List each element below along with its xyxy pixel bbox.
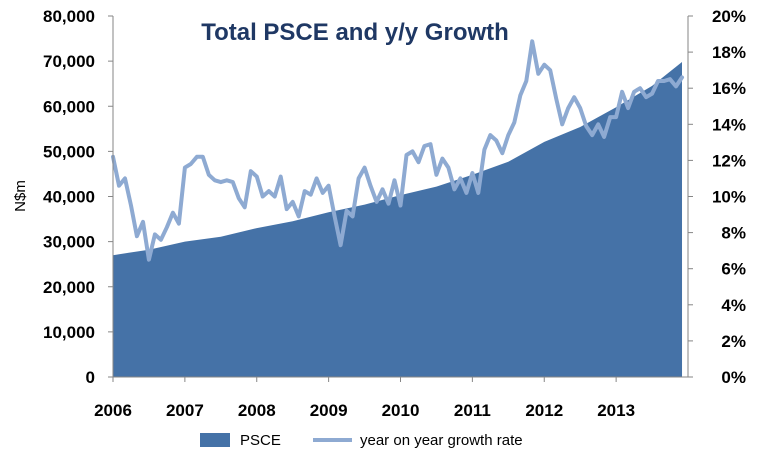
y2-tick-label: 18% [712,43,746,62]
x-tick-label: 2009 [310,401,348,420]
y-axis-label: N$m [12,180,29,212]
x-tick-label: 2011 [454,401,491,420]
y2-tick-label: 16% [712,79,746,98]
axes: 0 10,000 20,000 30,000 40,000 50,000 60,000 70,… [43,7,746,420]
y-tick-label: 20,000 [43,278,95,297]
y2-tick-label: 8% [721,224,746,243]
y2-tick-label: 12% [712,151,746,170]
y-tick-label: 40,000 [43,188,95,207]
x-tick-label: 2007 [166,401,204,420]
legend-swatch-psce [200,433,230,447]
y-tick-label: 70,000 [43,52,95,71]
y-tick-label: 10,000 [43,323,95,342]
series-psce-area [113,62,683,377]
legend-label-growth: year on year growth rate [360,432,523,449]
y-tick-label: 50,000 [43,142,95,161]
y2-tick-label: 0% [721,368,746,387]
x-tick-label: 2010 [382,401,420,420]
legend: PSCE year on year growth rate [200,432,523,449]
x-tick-label: 2012 [525,401,563,420]
y2-tick-label: 2% [721,332,746,351]
x-tick-label: 2013 [597,401,635,420]
plot-area [111,39,684,377]
chart-title: Total PSCE and y/y Growth [201,19,509,46]
series-growth-line [111,39,684,262]
x-tick-label: 2006 [94,401,132,420]
y2-tick-label: 10% [712,188,746,207]
x-tick-label: 2008 [238,401,276,420]
y2-tick-label: 6% [721,260,746,279]
legend-label-psce: PSCE [240,432,281,449]
y2-tick-label: 20% [712,7,746,26]
y2-tick-label: 4% [721,296,746,315]
y-tick-label: 30,000 [43,233,95,252]
y-tick-label: 0 [86,368,95,387]
y-tick-label: 60,000 [43,97,95,116]
y-tick-label: 80,000 [43,7,95,26]
y2-tick-label: 14% [712,115,746,134]
